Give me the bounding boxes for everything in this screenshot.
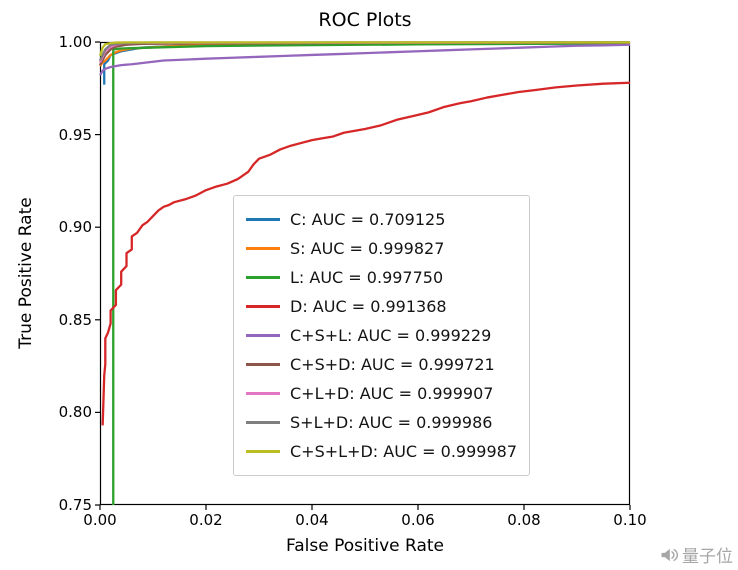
series-line-c-s-l-d (98, 41, 630, 57)
speaker-icon (661, 548, 679, 561)
legend-label: C+L+D: AUC = 0.999907 (290, 384, 494, 403)
legend-label: S: AUC = 0.999827 (290, 239, 445, 258)
y-tick-label: 0.85 (58, 310, 92, 329)
x-tick-label: 0.04 (295, 511, 329, 529)
legend-label: L: AUC = 0.997750 (290, 268, 444, 287)
legend-label: C: AUC = 0.709125 (290, 210, 446, 229)
x-tick-label: 0.02 (189, 511, 223, 529)
y-tick-label: 0.90 (58, 218, 92, 237)
legend-label: S+L+D: AUC = 0.999986 (290, 413, 493, 432)
x-axis-label: False Positive Rate (286, 536, 444, 556)
legend-item: S+L+D: AUC = 0.999986 (246, 408, 517, 437)
legend-item: D: AUC = 0.991368 (246, 292, 517, 321)
series-line-l (112, 42, 631, 505)
chart-title: ROC Plots (318, 9, 412, 31)
legend-label: C+S+L: AUC = 0.999229 (290, 326, 492, 345)
watermark-text: 量子位 (682, 547, 733, 567)
series-line-d (101, 81, 631, 426)
legend-label: D: AUC = 0.991368 (290, 297, 447, 316)
series-line-c (103, 42, 631, 85)
legend-item: S: AUC = 0.999827 (246, 234, 517, 263)
watermark: 量子位 (659, 542, 733, 567)
legend-swatch (246, 363, 280, 366)
y-tick-label: 0.80 (58, 403, 92, 422)
x-tick-label: 0.06 (401, 511, 435, 529)
legend-label: C+S+L+D: AUC = 0.999987 (290, 442, 518, 461)
y-tick-label: 0.95 (58, 125, 92, 144)
legend-item: C+L+D: AUC = 0.999907 (246, 379, 517, 408)
legend-item: C: AUC = 0.709125 (246, 205, 517, 234)
y-tick-label: 1.00 (58, 33, 92, 51)
legend-swatch (246, 392, 280, 395)
legend: C: AUC = 0.709125 S: AUC = 0.999827 L: AUC… (233, 195, 531, 476)
legend-swatch (246, 218, 280, 221)
plot-area: C: AUC = 0.709125 S: AUC = 0.999827 L: AUC… (95, 41, 631, 510)
x-tick-label: 0.10 (613, 511, 647, 529)
legend-swatch (246, 305, 280, 308)
legend-swatch (246, 247, 280, 250)
legend-swatch (246, 450, 280, 453)
series-line-c-s-l (99, 43, 631, 76)
legend-item: C+S+L+D: AUC = 0.999987 (246, 437, 517, 466)
legend-swatch (246, 421, 280, 424)
roc-curves-canvas (95, 41, 631, 510)
x-tick-label: 0.00 (83, 511, 117, 529)
x-tick-label: 0.08 (507, 511, 541, 529)
legend-swatch (246, 276, 280, 279)
legend-item: C+S+D: AUC = 0.999721 (246, 350, 517, 379)
y-tick-label: 0.75 (58, 496, 92, 514)
legend-item: L: AUC = 0.997750 (246, 263, 517, 292)
legend-label: C+S+D: AUC = 0.999721 (290, 355, 495, 374)
legend-swatch (246, 334, 280, 337)
legend-item: C+S+L: AUC = 0.999229 (246, 321, 517, 350)
